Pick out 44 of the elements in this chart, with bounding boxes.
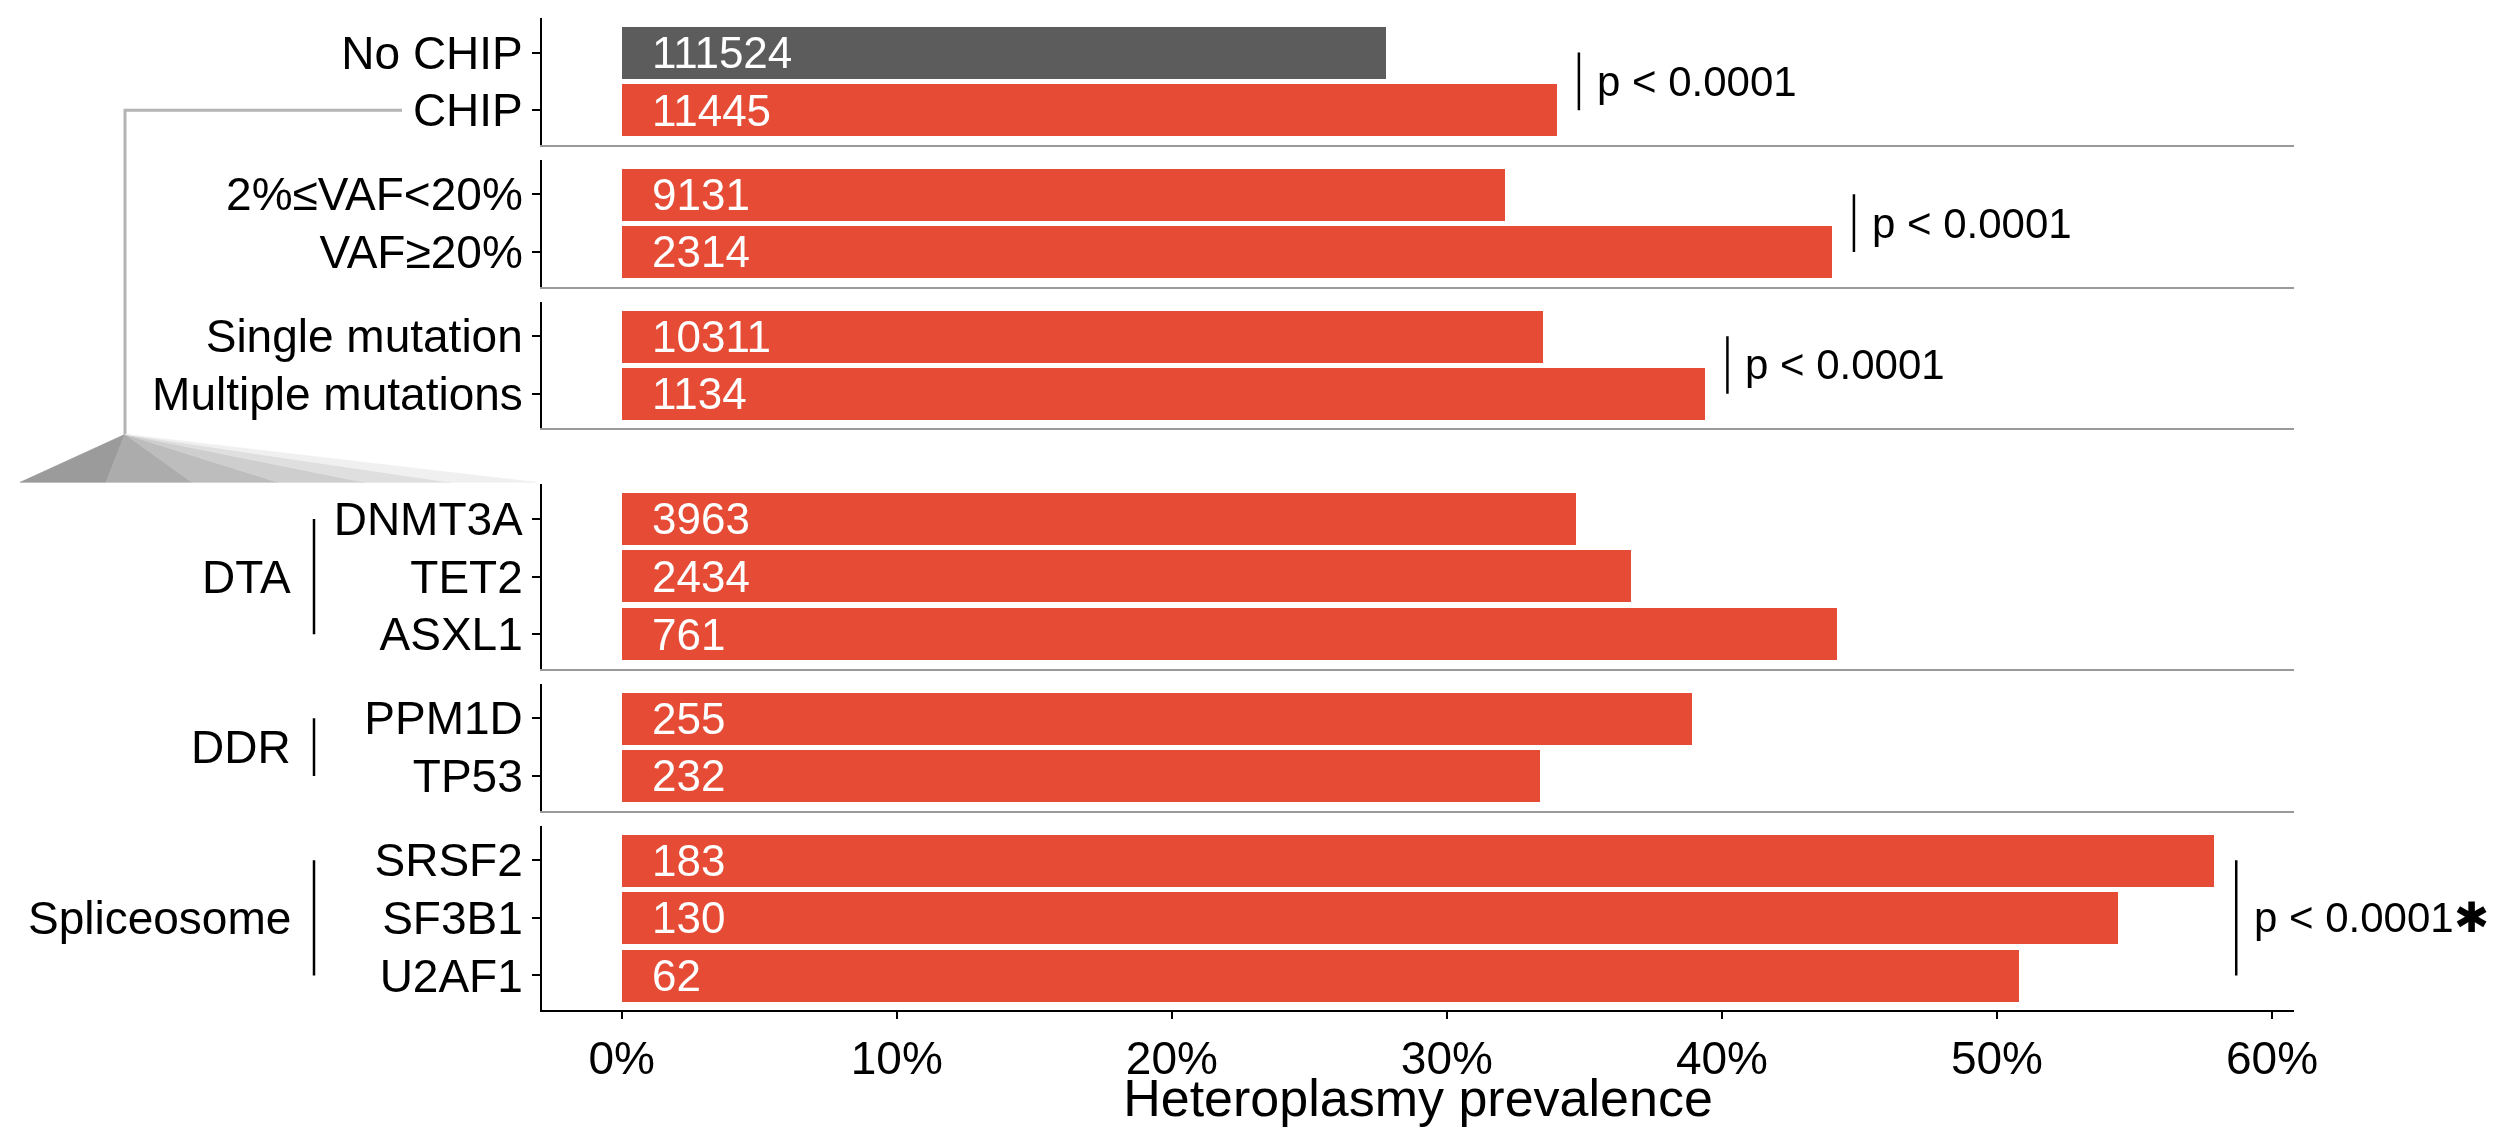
y-tick-label: SF3B1	[382, 891, 523, 944]
y-tick-label: Single mutation	[205, 310, 523, 363]
bar	[622, 891, 2118, 944]
annotation: 11445	[652, 86, 772, 135]
y-tick-label: 2%≤VAF<20%	[226, 168, 523, 221]
y-axis-title: Spliceosome	[28, 892, 292, 944]
annotation: 2314	[652, 227, 750, 276]
x-tick-label: 60%	[2225, 1032, 2319, 1085]
y-tick-label: CHIP	[412, 84, 523, 137]
annotation: 9131	[652, 170, 750, 219]
y-tick-label: TET2	[410, 550, 523, 603]
y-tick-label: ASXL1	[379, 608, 523, 661]
bar	[622, 949, 2019, 1002]
annotation: p < 0.0001✱	[2254, 894, 2489, 941]
annotation: 3963	[652, 494, 750, 543]
x-tick-label: 50%	[1950, 1032, 2043, 1085]
y-tick-label: SRSF2	[374, 834, 523, 887]
annotation: 130	[652, 893, 726, 942]
annotation: 111524	[652, 28, 793, 77]
annotation: p < 0.0001	[1872, 200, 2072, 247]
annotation: 183	[652, 836, 726, 885]
y-tick-label: DNMT3A	[333, 493, 524, 546]
annotation: p < 0.0001	[1745, 341, 1945, 388]
y-tick-label: U2AF1	[379, 949, 523, 1002]
y-tick-label: TP53	[412, 750, 523, 803]
x-tick-label: 40%	[1675, 1032, 1768, 1085]
annotation: 62	[652, 951, 701, 1000]
y-tick-label: PPM1D	[364, 692, 523, 745]
y-tick-label: Multiple mutations	[152, 367, 523, 420]
y-tick-label: VAF≥20%	[319, 226, 523, 279]
annotation: 255	[652, 694, 726, 743]
y-axis-title: DDR	[191, 721, 291, 773]
annotation: p < 0.0001	[1597, 58, 1797, 105]
y-tick-label: No CHIP	[341, 26, 523, 79]
y-axis-title: DTA	[202, 551, 291, 603]
annotation: 232	[652, 751, 726, 800]
annotation: 1134	[652, 369, 747, 418]
annotation: 2434	[652, 552, 750, 601]
x-tick-label: 0%	[588, 1032, 655, 1085]
bar	[622, 834, 2214, 887]
annotation: 761	[652, 610, 726, 659]
x-tick-label: 30%	[1400, 1032, 1493, 1085]
annotation: 10311	[652, 312, 772, 361]
x-tick-label: 10%	[850, 1032, 943, 1085]
